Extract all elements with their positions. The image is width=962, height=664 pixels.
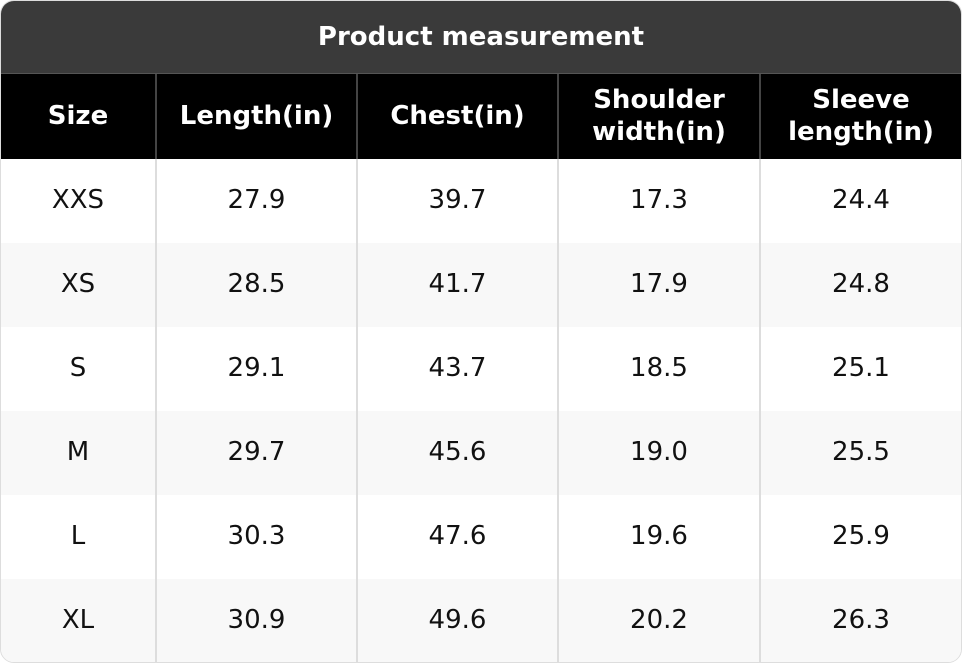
table-cell: 18.5 (557, 327, 759, 411)
table-cell: 25.9 (759, 495, 961, 579)
table-cell: 26.3 (759, 579, 961, 662)
table-cell: 27.9 (155, 159, 356, 243)
table-cell: 29.7 (155, 411, 356, 495)
table-cell: 24.4 (759, 159, 961, 243)
table-cell: 25.5 (759, 411, 961, 495)
table-cell: 19.6 (557, 495, 759, 579)
table-cell: 30.9 (155, 579, 356, 662)
table-cell: 47.6 (356, 495, 557, 579)
table-cell: 45.6 (356, 411, 557, 495)
table-cell: 28.5 (155, 243, 356, 327)
header-cell: Shoulder width(in) (557, 74, 759, 159)
table-cell: 24.8 (759, 243, 961, 327)
table-cell: 30.3 (155, 495, 356, 579)
table-cell: S (69, 353, 87, 384)
table-cell: 41.7 (356, 243, 557, 327)
table-title: Product measurement (1, 1, 961, 74)
table-cell: XS (1, 243, 155, 327)
table-cell: 17.3 (557, 159, 759, 243)
table-cell: 49.6 (356, 579, 557, 662)
table-cell: 39.7 (356, 159, 557, 243)
header-cell: Sleeve length(in) (759, 74, 961, 159)
table-grid: Size Length(in) Chest(in) Shoulder width(in… (1, 74, 961, 662)
table-cell: XL (1, 579, 155, 662)
header-cell: Length(in) (155, 74, 356, 159)
table-cell: 25.1 (759, 327, 961, 411)
header-cell: Size (1, 74, 155, 159)
table-cell: 17.9 (557, 243, 759, 327)
table-cell: M (1, 411, 155, 495)
table-cell: 29.1 (155, 327, 356, 411)
table-cell: 19.0 (557, 411, 759, 495)
header-cell: Chest(in) (356, 74, 557, 159)
table-cell: 20.2 (557, 579, 759, 662)
table-cell: 43.7 (356, 327, 557, 411)
table-cell: XXS (51, 185, 105, 216)
table-cell: L (70, 521, 86, 552)
